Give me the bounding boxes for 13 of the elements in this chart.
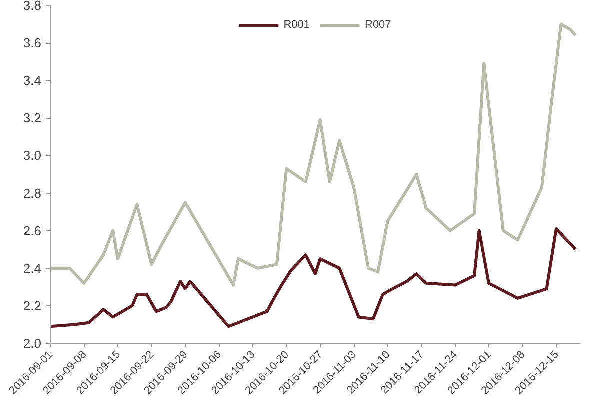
y-tick-label: 3.6 bbox=[23, 36, 42, 51]
legend-label: R007 bbox=[365, 19, 392, 31]
y-tick-label: 3.0 bbox=[23, 148, 42, 164]
y-tick-label: 3.4 bbox=[23, 73, 42, 88]
line-series bbox=[50, 227, 578, 328]
y-tick-label: 3.8 bbox=[23, 0, 42, 13]
y-tick-label: 2.0 bbox=[23, 336, 42, 351]
y-tick-label: 2.2 bbox=[23, 298, 42, 314]
y-tick-label: 2.8 bbox=[23, 186, 42, 201]
y-tick-label: 2.6 bbox=[23, 223, 42, 238]
y-tick-label: 3.2 bbox=[23, 110, 42, 126]
y-tick-label: 2.4 bbox=[23, 260, 42, 276]
legend-label: R001 bbox=[284, 19, 310, 31]
